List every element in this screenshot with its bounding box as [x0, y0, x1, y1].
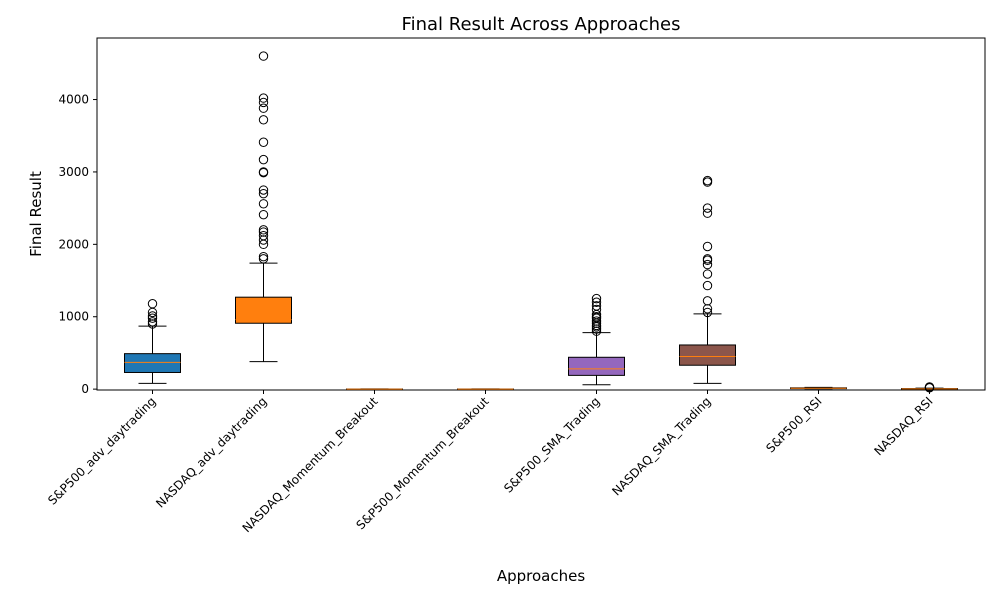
chart-title: Final Result Across Approaches [402, 14, 681, 35]
outlier-point [258, 97, 269, 108]
y-tick-label: 0 [81, 382, 89, 396]
box [679, 344, 736, 366]
x-tick-label: NASDAQ_Momentum_Breakout [240, 394, 381, 535]
outlier-point [258, 227, 269, 237]
outlier-point [702, 254, 713, 264]
y-axis-title: Final Result [27, 171, 45, 257]
x-tick-label: S&P500_Momentum_Breakout [354, 394, 492, 532]
y-tick-label: 1000 [58, 310, 89, 324]
outlier-point [258, 93, 269, 103]
outlier-point [591, 312, 602, 322]
x-tick-label: NASDAQ_SMA_Trading [609, 394, 713, 498]
outlier-point [702, 280, 713, 291]
outlier-point [258, 167, 269, 177]
x-tick-label: NASDAQ_RSI [871, 394, 935, 458]
x-tick-label: S&P500_RSI [763, 394, 824, 455]
x-tick-label: S&P500_adv_daytrading [45, 394, 158, 507]
outlier-point [258, 115, 269, 125]
outlier-point [258, 185, 269, 195]
outlier-point [258, 103, 269, 113]
outlier-point [702, 208, 713, 218]
outlier-point [147, 311, 158, 321]
outlier-point [258, 209, 269, 220]
outlier-point [258, 225, 269, 235]
outlier-point [702, 175, 713, 186]
outlier-point [591, 316, 602, 326]
outlier-point [702, 203, 713, 213]
y-tick-label: 3000 [58, 165, 89, 179]
y-tick-label: 2000 [58, 237, 89, 251]
outlier-point [591, 301, 602, 311]
outlier-point [258, 51, 269, 61]
outlier-point [591, 293, 602, 304]
outlier-point [147, 317, 158, 327]
outlier-point [702, 307, 713, 318]
outlier-point [258, 230, 269, 241]
outlier-point [258, 154, 269, 165]
outlier-point [258, 254, 269, 264]
outlier-point [258, 137, 269, 147]
box [124, 353, 181, 373]
outlier-point [258, 199, 269, 209]
x-tick-label: NASDAQ_adv_daytrading [153, 394, 269, 510]
x-tick-label: S&P500_SMA_Trading [501, 394, 602, 495]
outlier-point [147, 299, 158, 309]
outlier-point [258, 251, 269, 262]
outlier-point [702, 269, 713, 279]
plot-frame [96, 37, 986, 391]
outlier-point [591, 304, 602, 315]
x-axis-title: Approaches [497, 567, 585, 585]
y-tick-label: 4000 [58, 93, 89, 107]
outlier-point [702, 296, 713, 306]
outlier-point [147, 313, 158, 323]
outlier-point [702, 259, 713, 270]
box [235, 296, 292, 324]
outlier-point [591, 297, 602, 307]
box [568, 356, 625, 376]
outlier-point [702, 241, 713, 252]
plot-area: 01000200030004000S&P500_adv_daytradingNA… [45, 37, 986, 535]
outlier-point [258, 188, 269, 199]
